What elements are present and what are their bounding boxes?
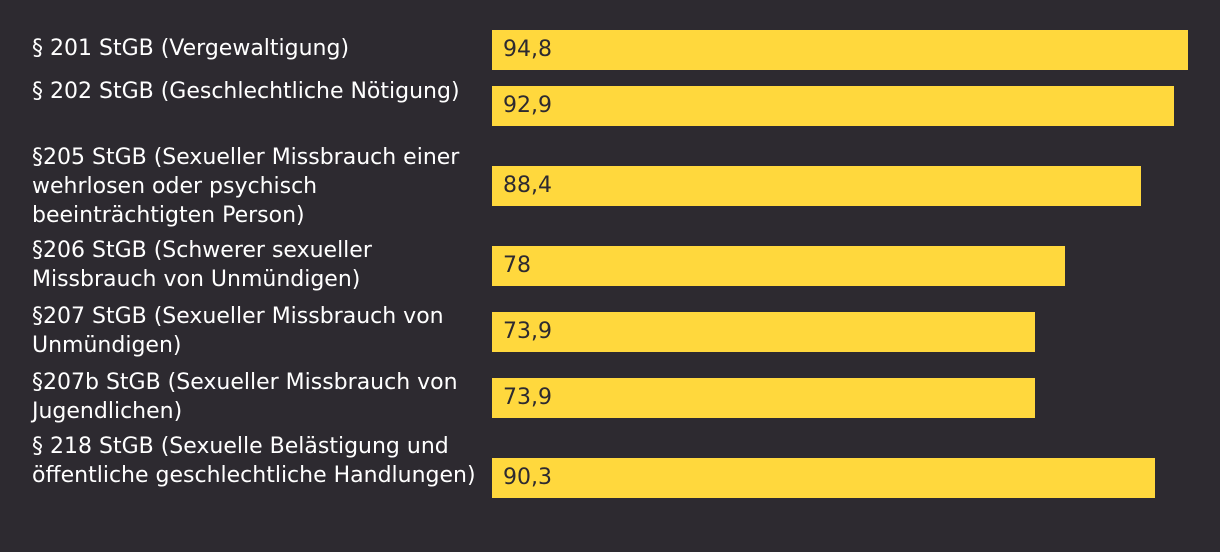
bar: 78 (492, 246, 1065, 286)
bar-value-label: 78 (503, 253, 531, 278)
bar-value-label: 94,8 (503, 37, 552, 62)
bar: 88,4 (492, 166, 1141, 206)
bar-value-label: 88,4 (503, 173, 552, 198)
bar-value-label: 90,3 (503, 465, 552, 490)
bar-value-label: 92,9 (503, 93, 552, 118)
category-label: §207 StGB (Sexueller Missbrauch von Unmü… (32, 304, 444, 358)
category-label: § 218 StGB (Sexuelle Belästigung und öff… (32, 434, 476, 488)
category-label: § 201 StGB (Vergewaltigung) (32, 36, 350, 61)
category-label: §207b StGB (Sexueller Missbrauch von Jug… (32, 370, 458, 424)
bar: 90,3 (492, 458, 1155, 498)
category-label: § 202 StGB (Geschlechtliche Nötigung) (32, 79, 460, 104)
category-label: §206 StGB (Schwerer sexueller Missbrauch… (32, 238, 372, 292)
bar: 73,9 (492, 378, 1035, 418)
bar: 94,8 (492, 30, 1188, 70)
bar-value-label: 73,9 (503, 385, 552, 410)
category-label: §205 StGB (Sexueller Missbrauch einer we… (32, 145, 460, 228)
bar: 73,9 (492, 312, 1035, 352)
bar: 92,9 (492, 86, 1174, 126)
bar-value-label: 73,9 (503, 319, 552, 344)
